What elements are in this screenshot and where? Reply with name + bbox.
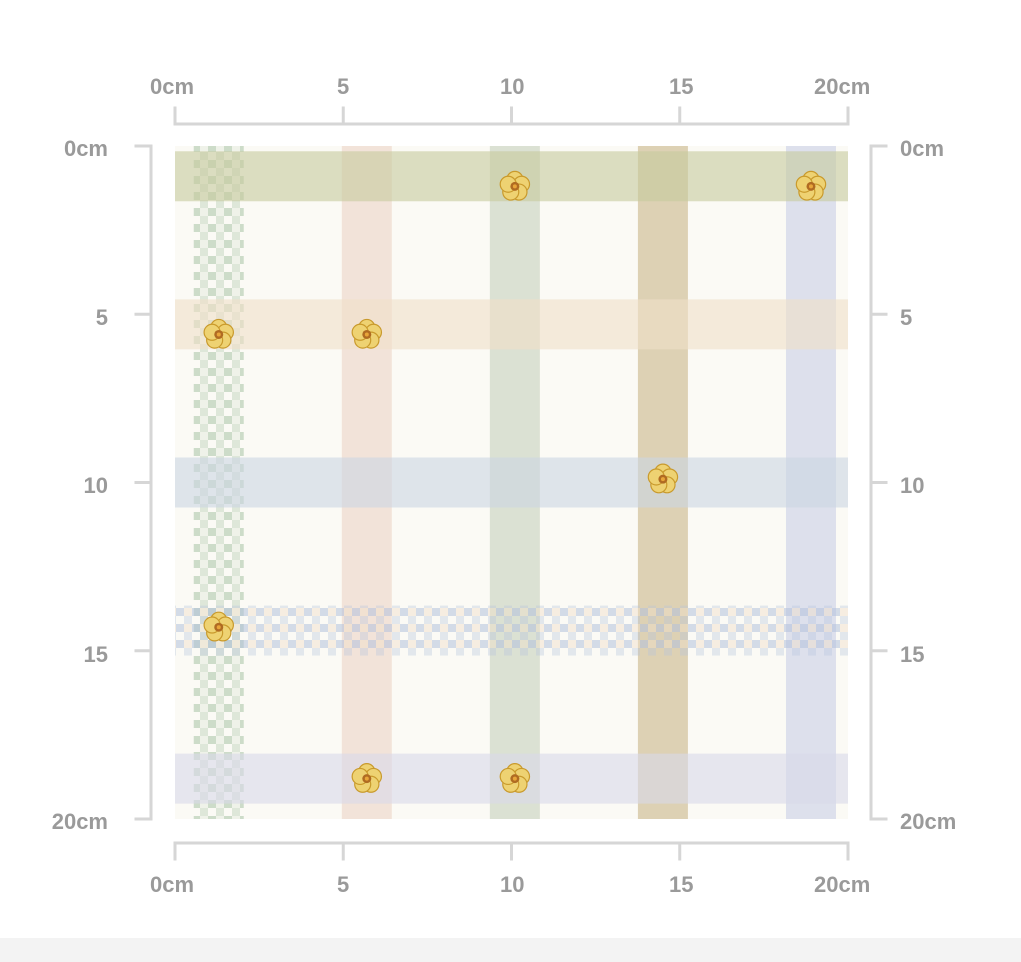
right-ruler-label: 20cm <box>900 809 957 834</box>
left-ruler-label: 0cm <box>63 136 108 161</box>
right-ruler-label: 15 <box>900 642 925 667</box>
right-ruler-label: 0cm <box>900 136 945 161</box>
bottom-ruler-label: 10 <box>500 872 525 897</box>
left-ruler-label: 15 <box>83 642 108 667</box>
flower-icon <box>203 611 235 642</box>
left-ruler-label: 5 <box>95 305 108 330</box>
bottom-ruler-label: 15 <box>669 872 694 897</box>
flower-icon <box>351 318 383 349</box>
left-ruler-label: 10 <box>83 473 108 498</box>
bottom-ruler-label: 5 <box>337 872 350 897</box>
top-ruler-label: 0cm <box>150 74 195 99</box>
flower-icon <box>203 318 235 349</box>
horizontal-stripe <box>175 299 848 350</box>
top-ruler-label: 20cm <box>814 74 871 99</box>
left-ruler-label: 20cm <box>51 809 108 834</box>
right-ruler-label: 5 <box>900 305 913 330</box>
top-ruler-label: 5 <box>337 74 350 99</box>
flower-icon <box>351 763 383 793</box>
flower-icon <box>647 463 679 494</box>
bottom-ruler-label: 0cm <box>150 872 195 897</box>
flower-icon <box>499 763 531 793</box>
flower-icon <box>795 170 827 201</box>
horizontal-stripe <box>175 457 848 508</box>
bottom-ruler-label: 20cm <box>814 872 871 897</box>
horizontal-stripe <box>175 605 848 656</box>
top-ruler-label: 15 <box>669 74 694 99</box>
flower-icon <box>499 170 531 201</box>
right-ruler-label: 10 <box>900 473 925 498</box>
footer-strip <box>0 938 1021 962</box>
top-ruler-label: 10 <box>500 74 525 99</box>
